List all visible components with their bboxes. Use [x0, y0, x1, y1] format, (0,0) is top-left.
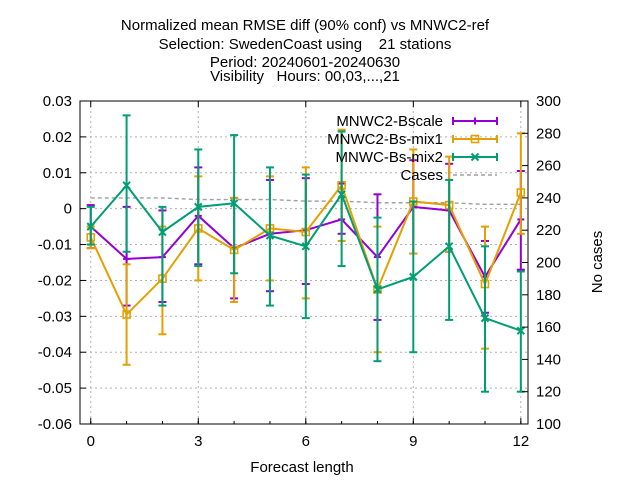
y2-tick-label: 240: [536, 190, 561, 207]
y2-tick-label: 160: [536, 319, 561, 336]
title-line-1: Normalized mean RMSE diff (90% conf) vs …: [121, 17, 490, 34]
y-tick-label: -0.04: [38, 344, 72, 361]
title-line-4: Visibility Hours: 00,03,...,21: [210, 68, 400, 85]
y2-tick-label: 260: [536, 158, 561, 175]
axis-ticks: -0.06 -0.05 -0.04 -0.03 -0.02 -0.01 0 0.01 0.02 0…: [38, 93, 561, 450]
y2-tick-label: 200: [536, 255, 561, 272]
y2-tick-label: 220: [536, 222, 561, 239]
y-tick-label: -0.05: [38, 380, 72, 397]
data-point: [122, 181, 131, 190]
data-point: [265, 231, 275, 240]
series-layer: [86, 114, 526, 393]
legend-marker: [470, 152, 480, 162]
y-tick-label: 0.03: [43, 93, 72, 110]
data-point: [516, 326, 526, 335]
legend-label: MNWC-Bs-mix2: [336, 149, 443, 166]
data-point: [86, 222, 95, 231]
title-line-3: Period: 20240601-20240630: [210, 54, 400, 71]
legend-label: MNWC2-Bscale: [336, 113, 443, 130]
data-point: [373, 285, 382, 294]
data-point: [194, 202, 203, 212]
y2-tick-label: 140: [536, 351, 561, 368]
data-point: [480, 313, 490, 323]
x-axis-label: Forecast length: [250, 459, 353, 476]
x-tick-label: 0: [87, 433, 95, 450]
legend: MNWC2-BscaleMNWC2-Bs-mix1MNWC-Bs-mix2Cas…: [327, 113, 498, 184]
legend-label: Cases: [400, 167, 443, 184]
data-point: [122, 310, 131, 319]
data-point: [229, 199, 239, 208]
y-tick-label: 0.01: [43, 165, 72, 182]
data-point: [444, 242, 454, 251]
y2-tick-label: 100: [536, 416, 561, 433]
data-point: [337, 190, 346, 199]
y2-axis-label: No cases: [589, 231, 606, 294]
x-tick-label: 9: [409, 433, 417, 450]
legend-marker: [470, 134, 480, 144]
y-tick-label: -0.03: [38, 308, 72, 325]
x-tick-label: 3: [194, 433, 202, 450]
y-tick-label: -0.06: [38, 416, 72, 433]
legend-label: MNWC2-Bs-mix1: [327, 131, 443, 148]
plot-frame: [79, 100, 529, 425]
data-point: [158, 227, 167, 237]
grid: [80, 100, 528, 425]
series-mnwc-bs-mix2: [86, 114, 526, 393]
y2-tick-label: 180: [536, 287, 561, 304]
y-tick-label: -0.02: [38, 272, 72, 289]
chart-title: Normalized mean RMSE diff (90% conf) vs …: [121, 17, 490, 85]
title-line-2: Selection: SwedenCoast using 21 stations: [159, 36, 452, 53]
y2-tick-label: 280: [536, 125, 561, 142]
data-point: [409, 272, 418, 282]
x-tick-label: 12: [512, 433, 529, 450]
y-tick-label: -0.01: [38, 237, 72, 254]
y-tick-label: 0: [64, 201, 72, 218]
x-tick-label: 6: [302, 433, 310, 450]
y2-tick-label: 120: [536, 384, 561, 401]
data-point: [516, 188, 526, 197]
y-tick-label: 0.02: [43, 129, 72, 146]
y2-tick-label: 300: [536, 93, 561, 110]
data-point: [301, 242, 310, 251]
